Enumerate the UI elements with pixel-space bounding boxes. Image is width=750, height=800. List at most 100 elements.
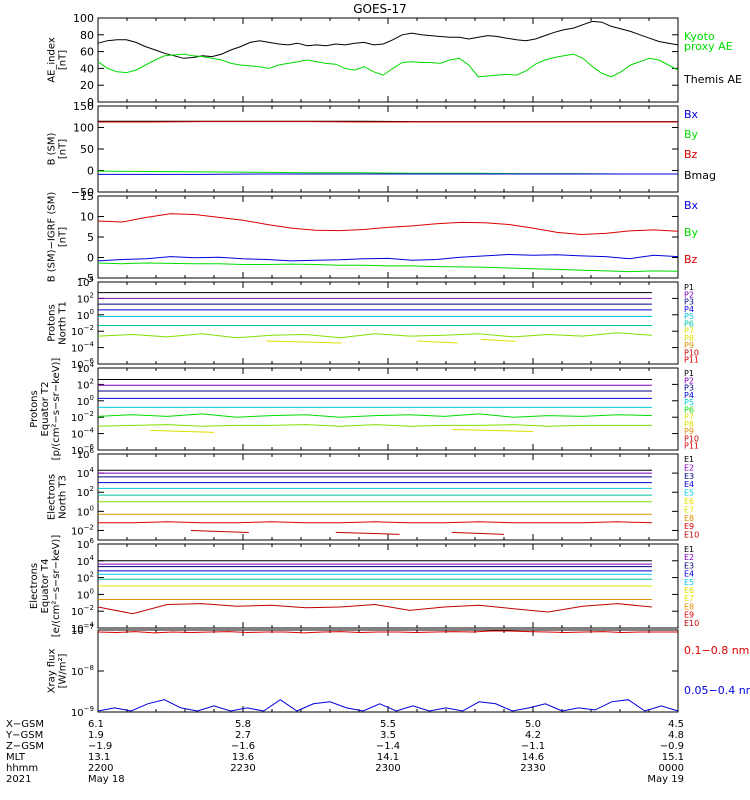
panel-frame	[97, 17, 679, 103]
y-axis-label-line: [p/(cm²−s−sr−keV)]	[51, 358, 62, 461]
y-axis-label-line: Electrons	[29, 563, 40, 609]
y-tick-label: 100	[77, 394, 94, 408]
x-col-value: −1.1	[521, 741, 545, 752]
legend-By: By	[684, 226, 699, 239]
x-col-value: 1.9	[88, 730, 104, 741]
legend-P3: P3	[684, 298, 694, 307]
y-tick-label: 102	[77, 291, 94, 305]
legend-P7: P7	[684, 413, 694, 422]
series-0.1−0.8 nm	[97, 630, 678, 634]
y-tick-label: 100	[73, 122, 94, 135]
panel-bdiff: B (SM)−IGRF (SM) [nT] −5 0 5 10 15 Bx By Bz	[47, 190, 699, 285]
legend-P4: P4	[684, 391, 694, 400]
y-tick-label: 20	[80, 79, 94, 92]
series-P7	[97, 332, 652, 339]
x-row-label: hhmm	[6, 763, 38, 774]
panel-frame	[97, 281, 679, 365]
series-P8-segment	[150, 429, 215, 433]
legend-E6: E6	[684, 586, 694, 595]
series-Kyoto	[97, 20, 679, 59]
series-E9	[97, 603, 652, 615]
legend-P9: P9	[684, 341, 694, 350]
y-tick-label: 104	[77, 466, 95, 480]
series-P8-segment	[480, 338, 516, 342]
y-axis-label: Xray flux [W/m²]	[47, 649, 69, 694]
y-axis-label-line: [e/(cm²−s−sr−keV)]	[51, 535, 62, 638]
y-tick-label: 106	[77, 447, 95, 461]
legend-E6: E6	[684, 497, 694, 506]
legend-P9: P9	[684, 427, 694, 436]
x-col-value: May 19	[647, 774, 684, 785]
figure-title: GOES-17	[353, 2, 407, 16]
y-tick-label: 10−8	[71, 664, 94, 678]
legend-P8: P8	[684, 334, 694, 343]
series-Themis AE	[97, 53, 679, 78]
panel-xray: Xray flux [W/m²]10−710−810−90.1−0.8 nm0.0…	[47, 623, 750, 719]
x-col-value: 2330	[520, 763, 545, 774]
y-tick-label: 80	[80, 29, 94, 42]
x-col-value: 4.5	[668, 719, 684, 730]
panel-bsm: B (SM) [nT] −50 0 50 100 150 Bx By Bz Bmag	[47, 100, 717, 199]
x-col-value: 13.1	[88, 752, 110, 763]
legend-P4: P4	[684, 305, 694, 314]
y-tick-label: 100	[77, 504, 94, 518]
y-tick-label: 102	[77, 377, 94, 391]
legend-P10: P10	[684, 348, 699, 357]
y-tick-label: 104	[77, 554, 95, 568]
y-tick-label: 10−2	[71, 410, 94, 424]
y-axis-label: B (SM) [nT]	[47, 132, 69, 165]
y-tick-label: 150	[73, 100, 94, 113]
legend-E8: E8	[684, 602, 694, 611]
legend-P6: P6	[684, 319, 694, 328]
legend-E10: E10	[684, 619, 699, 628]
y-axis-label: Protons Equator T2 [p/(cm²−s−sr−keV)]	[29, 358, 62, 461]
x-row-label: Y−GSM	[5, 730, 43, 741]
y-axis-label: Electrons North T3	[47, 474, 69, 520]
legend-E9: E9	[684, 522, 694, 531]
y-tick-label: 102	[77, 571, 94, 585]
legend-P11: P11	[684, 356, 699, 365]
x-col-value: 14.1	[377, 752, 399, 763]
y-tick-label: 40	[80, 62, 94, 75]
series-Bx	[97, 253, 679, 262]
series-E10-segment	[190, 529, 249, 533]
y-axis-label: AE_index [nT]	[47, 37, 69, 83]
y-tick-label: 104	[77, 361, 95, 375]
legend-Bx: Bx	[684, 199, 699, 212]
y-axis-label-line: Xray flux	[47, 649, 58, 694]
y-tick-label: 10−2	[71, 604, 94, 618]
x-col-value: 2.7	[235, 730, 251, 741]
y-tick-label: 104	[77, 275, 95, 289]
panel-electronsEquator: Electrons Equator T4 [e/(cm²−s−sr−keV)] 106…	[29, 535, 699, 638]
x-col-value: −1.6	[231, 741, 255, 752]
y-axis-label-line: Protons	[29, 390, 40, 427]
legend-P8: P8	[684, 420, 694, 429]
panel-frame	[97, 367, 679, 451]
legend-E8: E8	[684, 514, 694, 523]
x-col-value: −0.9	[660, 741, 684, 752]
y-tick-label: 100	[77, 308, 94, 322]
y-axis-label: Protons North T1	[47, 301, 69, 345]
legend-P3: P3	[684, 384, 694, 393]
legend-E5: E5	[684, 489, 694, 498]
x-col-value: 6.1	[88, 719, 104, 730]
y-tick-label: 10−2	[71, 324, 94, 338]
x-col-value: 14.6	[522, 752, 544, 763]
legend-E3: E3	[684, 561, 694, 570]
y-tick-label: 0	[87, 96, 94, 109]
x-col-value: 15.1	[662, 752, 684, 763]
y-tick-label: 106	[77, 537, 95, 551]
legend-Bx: Bx	[684, 108, 699, 121]
panel-electronsNorth: Electrons North T310610410210010−2E1E2E3E…	[47, 447, 699, 541]
y-tick-label: 102	[77, 485, 94, 499]
y-tick-label: 10−2	[71, 523, 94, 537]
y-tick-label: 100	[73, 12, 94, 25]
panel-frame	[97, 105, 679, 193]
y-axis-label-line: North T1	[58, 301, 69, 345]
x-col-value: 2230	[230, 763, 255, 774]
legend-E7: E7	[684, 505, 694, 514]
legend-P2: P2	[684, 376, 694, 385]
